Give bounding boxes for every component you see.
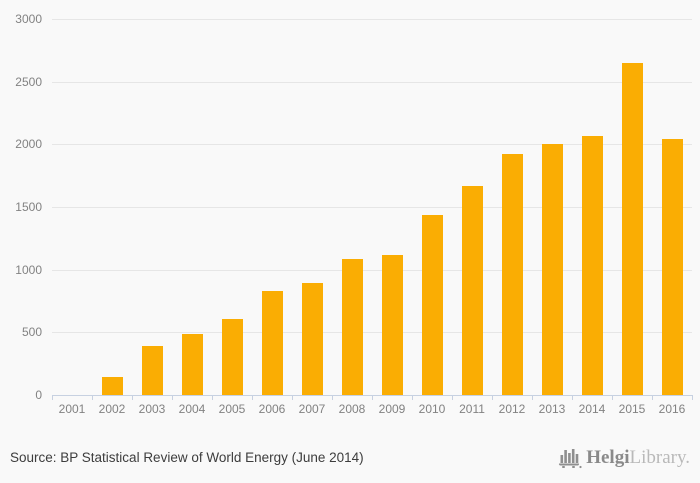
- x-axis-label-2011: 2011: [459, 402, 485, 416]
- bar-2002: [101, 377, 123, 395]
- y-axis-tick-label: 1500: [15, 200, 42, 214]
- source-note: Source: BP Statistical Review of World E…: [10, 450, 364, 465]
- x-axis-label-2016: 2016: [658, 402, 686, 416]
- gridline-1500: [52, 207, 692, 208]
- gridline-1000: [52, 269, 692, 271]
- x-axis-tick: [412, 395, 413, 400]
- bar-2013: [541, 143, 563, 395]
- x-axis-label-2013: 2013: [538, 402, 566, 416]
- x-axis-tick: [172, 395, 173, 400]
- x-axis-tick: [492, 395, 493, 400]
- bar-2003: [141, 346, 163, 395]
- logo-brand-secondary: Library.: [629, 446, 691, 468]
- logo-brand-primary: Helgi: [586, 446, 630, 468]
- y-axis-tick-label: 0: [35, 388, 42, 402]
- bar-chart: 0 500 1000 1500 2000 2500 3000 2001 2002 2003 2004…: [15, 12, 693, 416]
- x-axis-label-2007: 2007: [298, 402, 326, 416]
- x-axis-tick: [532, 395, 533, 400]
- x-axis-label-2008: 2008: [338, 402, 366, 416]
- bar-2010: [421, 215, 443, 395]
- x-axis-tick: [132, 395, 133, 400]
- bar-2009: [381, 255, 403, 395]
- x-axis-tick: [692, 395, 693, 400]
- x-axis-label-2002: 2002: [98, 402, 126, 416]
- bar-2005: [221, 318, 243, 395]
- x-axis-label-2010: 2010: [418, 402, 446, 416]
- y-axis-tick-label: 2500: [15, 74, 42, 89]
- bar-chart-logo-icon: [558, 446, 582, 469]
- x-axis-tick: [612, 395, 613, 400]
- x-axis-label-2003: 2003: [138, 402, 166, 416]
- logo-wordmark: HelgiLibrary.: [586, 447, 690, 469]
- x-axis-tick: [572, 395, 573, 400]
- x-axis-tick: [452, 395, 453, 400]
- x-axis-tick: [372, 395, 373, 400]
- gridline-2500: [52, 81, 692, 83]
- gridline-2000: [52, 144, 692, 146]
- x-axis-tick: [652, 395, 653, 400]
- x-axis-label-2004: 2004: [178, 402, 206, 416]
- x-axis-label-2015: 2015: [618, 402, 646, 416]
- x-axis-label-2006: 2006: [258, 402, 286, 416]
- bar-2011: [461, 186, 483, 395]
- y-axis-tick-label: 500: [21, 325, 42, 340]
- bar-2008: [341, 259, 363, 395]
- x-axis-tick: [52, 395, 53, 400]
- bar-2012: [501, 154, 523, 395]
- x-axis-label-2005: 2005: [218, 402, 246, 416]
- x-axis-label-2012: 2012: [498, 402, 526, 416]
- x-axis-label-2001: 2001: [58, 402, 86, 416]
- bar-2016: [661, 139, 683, 395]
- bar-2006: [261, 290, 283, 395]
- y-axis-tick-label: 1000: [15, 262, 42, 277]
- bar-2014: [581, 135, 603, 395]
- x-axis-label-2009: 2009: [378, 402, 406, 416]
- gridline-3000: [52, 19, 692, 20]
- gridline-500: [52, 332, 692, 334]
- x-axis-tick: [92, 395, 93, 400]
- x-axis-tick: [332, 395, 333, 400]
- bar-2007: [301, 283, 323, 395]
- bar-2015: [621, 63, 643, 395]
- y-axis-tick-label: 3000: [15, 12, 42, 26]
- x-axis-tick: [292, 395, 293, 400]
- helgi-library-logo[interactable]: HelgiLibrary.: [558, 446, 690, 469]
- y-axis-tick-label: 2000: [15, 137, 42, 152]
- x-axis-label-2014: 2014: [578, 402, 606, 416]
- x-axis-tick: [212, 395, 213, 400]
- bar-2004: [181, 333, 203, 395]
- x-axis-tick: [252, 395, 253, 400]
